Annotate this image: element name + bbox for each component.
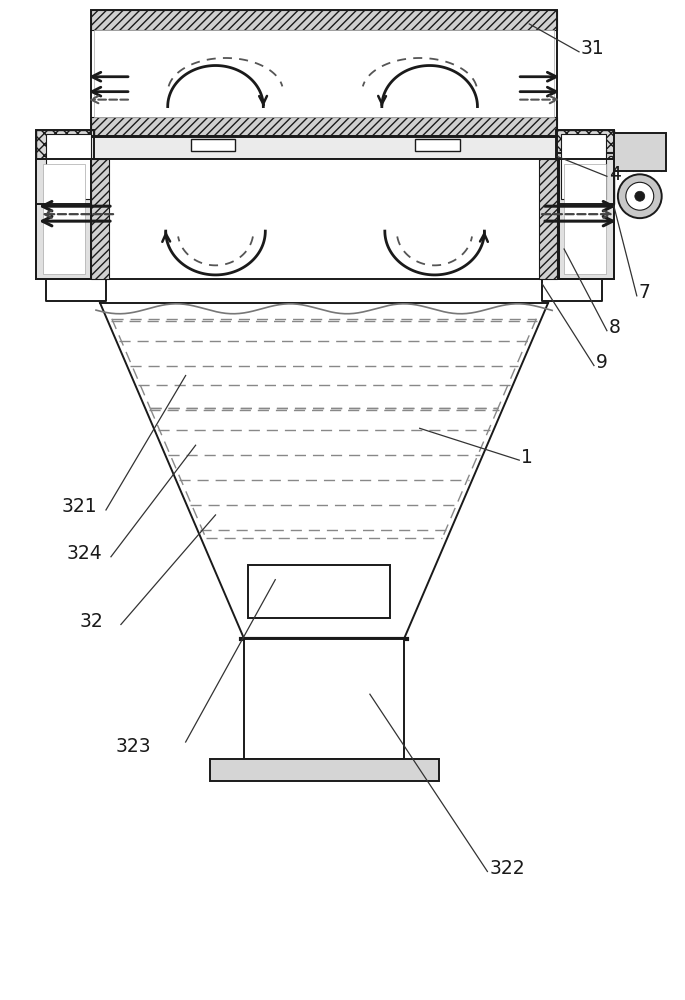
Bar xyxy=(614,133,666,171)
Text: 324: 324 xyxy=(66,544,102,563)
Bar xyxy=(190,139,236,151)
Bar xyxy=(36,159,91,279)
Bar xyxy=(539,159,557,279)
Bar xyxy=(36,159,91,279)
Bar xyxy=(91,159,557,279)
Text: 8: 8 xyxy=(609,318,621,337)
Bar xyxy=(94,30,554,117)
Text: 7: 7 xyxy=(639,283,651,302)
Text: 1: 1 xyxy=(521,448,533,467)
Bar xyxy=(91,117,557,136)
Polygon shape xyxy=(543,279,602,301)
Bar xyxy=(91,159,109,279)
Text: 321: 321 xyxy=(61,497,97,516)
Text: 322: 322 xyxy=(489,859,525,878)
Text: 9: 9 xyxy=(596,353,608,372)
Bar xyxy=(249,565,390,618)
Bar xyxy=(559,159,614,279)
Text: 31: 31 xyxy=(581,39,605,58)
Bar xyxy=(91,10,557,136)
Bar xyxy=(91,137,557,159)
Polygon shape xyxy=(46,279,106,301)
Text: 323: 323 xyxy=(116,737,151,756)
Bar xyxy=(414,139,460,151)
Bar xyxy=(36,130,94,204)
Text: 4: 4 xyxy=(609,165,621,184)
Bar xyxy=(91,10,557,30)
Bar xyxy=(43,164,85,274)
Bar xyxy=(556,130,614,204)
Bar xyxy=(561,134,606,199)
Circle shape xyxy=(626,182,653,210)
Text: 32: 32 xyxy=(79,612,103,631)
Bar xyxy=(210,759,438,781)
Circle shape xyxy=(618,174,662,218)
Bar xyxy=(564,164,606,274)
Bar xyxy=(36,130,94,204)
Bar xyxy=(46,134,91,199)
Bar xyxy=(559,159,614,279)
Bar xyxy=(245,639,403,759)
Bar xyxy=(556,130,614,204)
Circle shape xyxy=(635,191,645,201)
